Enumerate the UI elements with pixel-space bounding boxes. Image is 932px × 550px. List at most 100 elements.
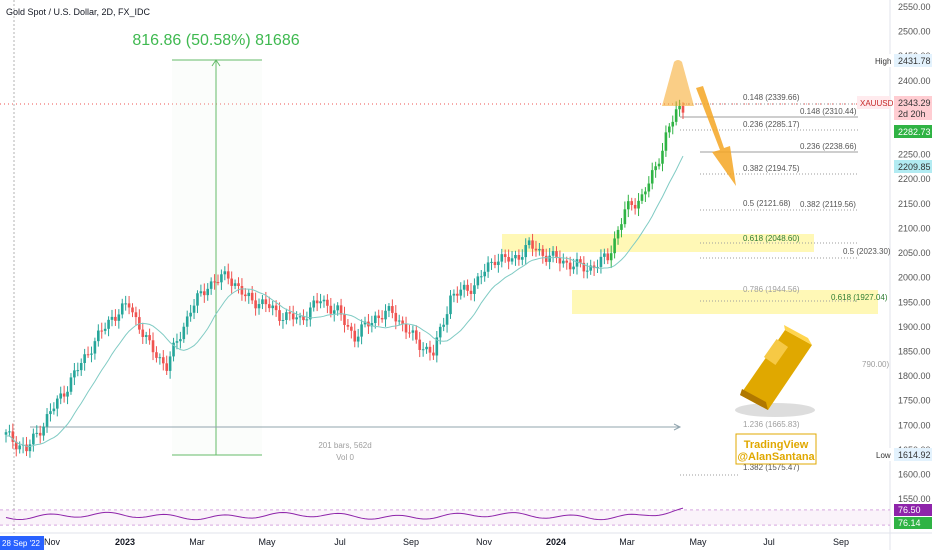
candle-body xyxy=(568,262,572,270)
candle-body xyxy=(572,266,575,270)
time-axis[interactable]: Nov 2023 Mar May Jul Sep Nov 2024 Mar May Jul Sep xyxy=(44,537,849,547)
price-tick-label: 2100.00 xyxy=(898,223,931,233)
candle-body xyxy=(131,307,134,313)
time-tick-label: Jul xyxy=(763,537,775,547)
candle-body xyxy=(459,289,463,296)
candle-body xyxy=(298,316,302,318)
time-tick-label: Sep xyxy=(403,537,419,547)
time-tick-label: Nov xyxy=(44,537,61,547)
green-value: 2282.73 xyxy=(898,127,931,137)
symbol-badge-box xyxy=(857,96,890,109)
measure-info-box xyxy=(312,438,378,464)
candle-body xyxy=(213,281,216,283)
rsi-line xyxy=(5,507,684,521)
teal-value-box xyxy=(894,160,932,173)
candle-body xyxy=(394,312,398,322)
candle-body xyxy=(120,303,124,315)
down-arrow xyxy=(696,86,736,186)
candle-body xyxy=(514,255,517,259)
candle-body xyxy=(285,312,288,320)
candle-body xyxy=(661,150,664,164)
time-tick-label: 2024 xyxy=(546,537,566,547)
candle-body xyxy=(647,183,651,192)
time-tick-label: May xyxy=(689,537,707,547)
last-price-box xyxy=(894,96,932,120)
candle-body xyxy=(76,370,80,372)
candle-body xyxy=(524,245,528,258)
candle-body xyxy=(551,251,555,256)
time-badge: 28 Sep '22 xyxy=(2,539,41,548)
candle-body xyxy=(216,282,220,284)
candle-body xyxy=(278,310,281,321)
candle-body xyxy=(329,305,333,314)
symbol-badge: XAUUSD xyxy=(860,99,894,108)
highlight-zone-0786 xyxy=(572,290,878,314)
candle-body xyxy=(281,319,285,321)
candle-body xyxy=(168,356,172,371)
candle-body xyxy=(425,346,428,350)
teal-value: 2209.85 xyxy=(898,162,931,172)
candle-body xyxy=(271,305,274,309)
candle-body xyxy=(469,290,473,294)
candle-body xyxy=(332,310,336,314)
top-marker xyxy=(662,60,694,106)
candle-body xyxy=(158,357,162,359)
candle-body xyxy=(144,335,148,337)
price-axis[interactable]: 1550.001600.001650.001700.001750.001800.… xyxy=(898,2,931,504)
candle-body xyxy=(585,270,589,272)
candle-body xyxy=(196,293,199,306)
candle-body xyxy=(206,288,210,296)
candle-body xyxy=(199,291,203,294)
price-tick-label: 2150.00 xyxy=(898,199,931,209)
candle-body xyxy=(507,256,510,262)
candle-body xyxy=(93,341,97,354)
candle-body xyxy=(55,398,59,409)
candle-body xyxy=(391,306,394,313)
fib-label-0786: 0.786 (1944.56) xyxy=(743,285,800,294)
candle-body xyxy=(209,281,213,289)
candle-body xyxy=(544,255,548,262)
candle-body xyxy=(493,261,497,266)
candle-body xyxy=(110,316,114,320)
candle-body xyxy=(172,342,175,357)
candle-body xyxy=(497,261,500,266)
rsi-green-value: 76.14 xyxy=(898,518,921,528)
candle-body xyxy=(14,441,18,450)
candle-body xyxy=(363,321,367,325)
measure-headline: 816.86 (50.58%) 81686 xyxy=(132,32,299,49)
candle-body xyxy=(11,431,15,442)
candle-body xyxy=(226,271,230,279)
candle-body xyxy=(456,293,459,296)
candle-body xyxy=(185,316,189,327)
rsi-pane xyxy=(0,507,890,526)
candle-body xyxy=(151,340,155,353)
price-tick-label: 2500.00 xyxy=(898,27,931,37)
candle-body xyxy=(401,320,404,325)
candle-body xyxy=(302,316,305,321)
candle-body xyxy=(353,330,357,342)
candle-body xyxy=(452,293,456,296)
watermark-line1: TradingView xyxy=(744,439,809,451)
candle-body xyxy=(86,354,90,356)
candle-body xyxy=(657,163,661,167)
candle-body xyxy=(517,255,521,260)
candle-body xyxy=(237,283,240,287)
candle-body xyxy=(626,201,630,210)
candle-body xyxy=(630,201,634,205)
price-tick-label: 1900.00 xyxy=(898,322,931,332)
candle-body xyxy=(350,326,353,331)
candle-body xyxy=(589,265,592,271)
candle-body xyxy=(69,377,73,392)
candle-body xyxy=(650,170,654,184)
rsi-purple-value: 76.50 xyxy=(898,505,921,515)
high-value: 2431.78 xyxy=(898,56,931,66)
candle-body xyxy=(609,253,613,261)
candle-body xyxy=(319,301,322,304)
fib-label-05-a: 0.5 (2121.68) xyxy=(743,199,791,208)
candle-body xyxy=(449,295,452,315)
rsi-purple-box xyxy=(894,504,932,516)
rsi-green-box xyxy=(894,517,932,529)
candle-body xyxy=(141,329,145,337)
measure-bars: 201 bars, 562d xyxy=(318,441,371,450)
